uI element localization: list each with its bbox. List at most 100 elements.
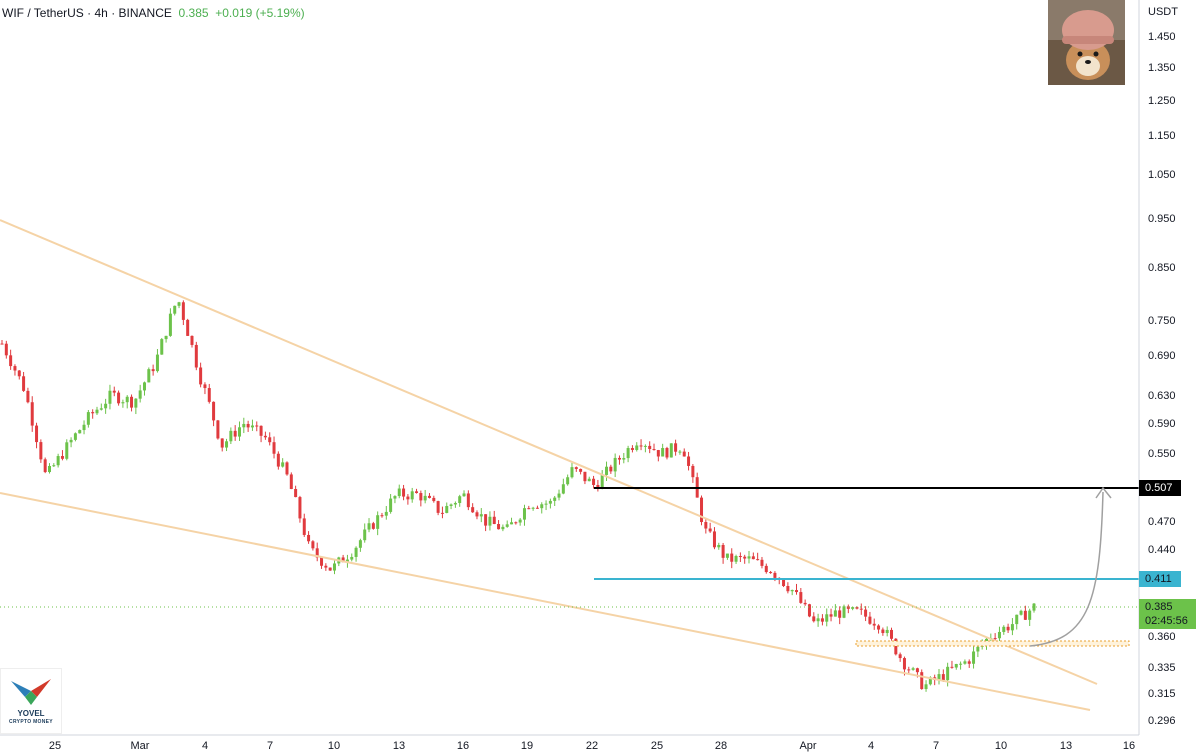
price-tick-label: 1.450 bbox=[1148, 31, 1176, 43]
candle-up bbox=[160, 339, 164, 355]
candle-up bbox=[1015, 614, 1019, 625]
candle-down bbox=[492, 516, 496, 525]
candle-down bbox=[371, 523, 375, 529]
price-tick-label: 0.550 bbox=[1148, 448, 1176, 460]
candle-down bbox=[846, 606, 850, 609]
candle-down bbox=[630, 448, 634, 450]
current-price-tag: 0.385 02:45:56 bbox=[1139, 599, 1196, 629]
candle-down bbox=[427, 495, 431, 498]
candle-down bbox=[751, 556, 755, 560]
candle-up bbox=[548, 500, 552, 504]
candle-down bbox=[440, 512, 444, 514]
candle-down bbox=[320, 557, 324, 566]
price-tick-label: 0.850 bbox=[1148, 262, 1176, 274]
candle-up bbox=[911, 668, 915, 670]
price-tick-label: 0.630 bbox=[1148, 390, 1176, 402]
candle-down bbox=[26, 390, 30, 403]
candle-down bbox=[950, 666, 954, 668]
time-tick-label: 25 bbox=[49, 740, 61, 752]
candle-down bbox=[233, 430, 237, 437]
candle-down bbox=[466, 493, 470, 508]
candle-up bbox=[56, 456, 60, 466]
candle-up bbox=[522, 508, 526, 520]
candle-up bbox=[531, 507, 535, 509]
candle-up bbox=[959, 663, 963, 665]
candle-up bbox=[108, 390, 112, 404]
candle-down bbox=[117, 392, 121, 404]
candle-up bbox=[389, 498, 393, 512]
candle-up bbox=[510, 522, 514, 525]
candle-up bbox=[717, 544, 721, 548]
symbol-header[interactable]: WIF / TetherUS · 4h · BINANCE 0.385 +0.0… bbox=[2, 6, 305, 20]
price-tick-label: 0.950 bbox=[1148, 213, 1176, 225]
candle-down bbox=[4, 343, 8, 356]
candle-down bbox=[212, 401, 216, 421]
candle-down bbox=[22, 376, 26, 391]
time-tick-label: 4 bbox=[868, 740, 874, 752]
candle-down bbox=[721, 544, 725, 558]
candle-down bbox=[656, 450, 660, 457]
candle-up bbox=[177, 302, 181, 306]
candle-down bbox=[838, 610, 842, 618]
candle-down bbox=[907, 669, 911, 671]
currency-label[interactable]: USDT bbox=[1148, 6, 1178, 18]
candle-down bbox=[609, 466, 613, 472]
resistance-price-tag: 0.507 bbox=[1139, 480, 1181, 496]
candle-down bbox=[881, 629, 885, 634]
candle-up bbox=[488, 516, 492, 526]
candle-up bbox=[237, 427, 241, 437]
time-tick-label: 16 bbox=[1123, 740, 1135, 752]
candle-down bbox=[807, 604, 811, 617]
candle-down bbox=[298, 497, 302, 519]
candle-down bbox=[307, 534, 311, 542]
candle-down bbox=[760, 559, 764, 566]
header-separator: · bbox=[111, 6, 116, 20]
exchange-label: BINANCE bbox=[118, 6, 172, 20]
candle-up bbox=[155, 354, 159, 372]
candle-up bbox=[613, 457, 617, 472]
candle-down bbox=[216, 420, 220, 439]
candle-down bbox=[799, 592, 803, 603]
candle-up bbox=[358, 540, 362, 548]
candle-down bbox=[691, 465, 695, 478]
candle-up bbox=[78, 430, 82, 434]
candle-up bbox=[725, 553, 729, 558]
candle-down bbox=[181, 302, 185, 320]
candle-down bbox=[0, 343, 4, 345]
candle-down bbox=[406, 496, 410, 500]
candle-down bbox=[920, 672, 924, 690]
symbol-name[interactable]: WIF / TetherUS bbox=[2, 6, 84, 20]
candle-up bbox=[605, 466, 609, 475]
candle-down bbox=[812, 616, 816, 622]
time-tick-label: 22 bbox=[586, 740, 598, 752]
candle-down bbox=[471, 507, 475, 513]
candle-down bbox=[764, 565, 768, 573]
price-tick-label: 1.050 bbox=[1148, 169, 1176, 181]
candle-down bbox=[130, 396, 134, 408]
candle-up bbox=[747, 556, 751, 559]
candle-down bbox=[665, 448, 669, 458]
candle-down bbox=[207, 388, 211, 402]
candle-down bbox=[30, 402, 34, 426]
candle-up bbox=[553, 497, 557, 501]
candle-up bbox=[842, 606, 846, 618]
candle-up bbox=[250, 425, 254, 428]
candle-up bbox=[1032, 603, 1036, 611]
candle-up bbox=[95, 409, 99, 414]
candle-down bbox=[263, 435, 267, 438]
candle-down bbox=[328, 567, 332, 571]
price-tick-label: 0.360 bbox=[1148, 631, 1176, 643]
interval-label[interactable]: 4h bbox=[94, 6, 108, 20]
candle-down bbox=[898, 654, 902, 659]
candle-down bbox=[674, 443, 678, 452]
candle-up bbox=[790, 590, 794, 592]
candle-up bbox=[544, 503, 548, 505]
lower-trendline bbox=[0, 492, 1091, 711]
candle-up bbox=[669, 443, 673, 458]
candle-up bbox=[643, 445, 647, 447]
header-change: +0.019 (+5.19%) bbox=[215, 6, 305, 20]
candle-down bbox=[648, 445, 652, 450]
candle-down bbox=[436, 501, 440, 513]
candle-down bbox=[302, 518, 306, 535]
